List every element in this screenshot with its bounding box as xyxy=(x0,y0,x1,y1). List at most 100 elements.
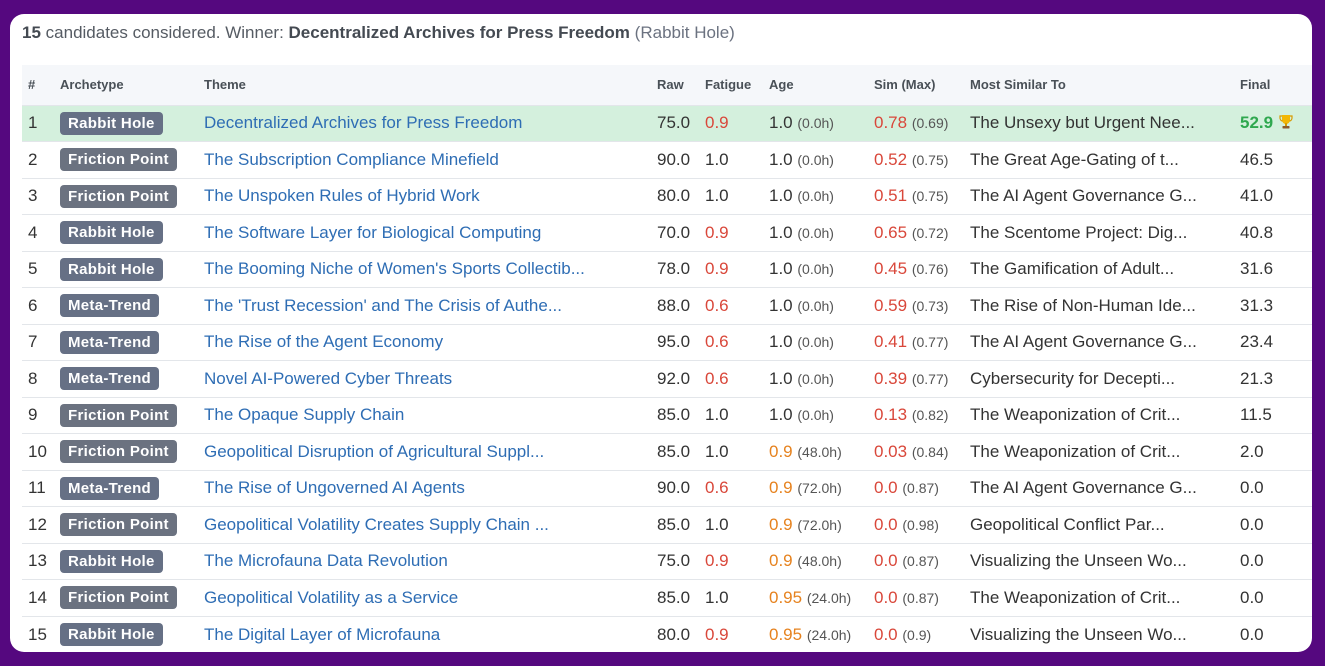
final-cell: 31.6 xyxy=(1234,251,1312,288)
archetype-cell: Friction Point xyxy=(54,434,198,471)
archetype-cell: Meta-Trend xyxy=(54,470,198,507)
most-similar: Visualizing the Unseen Wo... xyxy=(970,551,1187,571)
fatigue-value: 0.9 xyxy=(705,551,729,571)
row-number: 8 xyxy=(28,368,38,388)
results-card: 15 candidates considered. Winner: Decent… xyxy=(10,14,1312,652)
theme-link[interactable]: The Booming Niche of Women's Sports Coll… xyxy=(204,259,585,279)
theme-cell: The Rise of Ungoverned AI Agents xyxy=(198,470,651,507)
archetype-cell: Friction Point xyxy=(54,580,198,617)
archetype-badge: Friction Point xyxy=(60,513,177,537)
archetype-cell: Friction Point xyxy=(54,507,198,544)
age-value: 0.9 xyxy=(769,478,793,498)
sim-cell: 0.52 (0.75) xyxy=(868,142,964,179)
sim-max: (0.69) xyxy=(911,115,949,132)
sim-max: (0.76) xyxy=(911,261,949,278)
table-row[interactable]: 11 Meta-Trend The Rise of Ungoverned AI … xyxy=(22,470,1312,507)
most-similar: The Weaponization of Crit... xyxy=(970,587,1181,607)
final-score: 0.0 xyxy=(1240,478,1264,498)
sim-cell: 0.51 (0.75) xyxy=(868,178,964,215)
table-row[interactable]: 4 Rabbit Hole The Software Layer for Bio… xyxy=(22,214,1312,252)
winner-name: Decentralized Archives for Press Freedom xyxy=(288,23,630,42)
final-score: 52.9 xyxy=(1240,113,1274,133)
table-row[interactable]: 15 Rabbit Hole The Digital Layer of Micr… xyxy=(22,616,1312,652)
summary-line: 15 candidates considered. Winner: Decent… xyxy=(22,23,735,43)
archetype-badge: Meta-Trend xyxy=(60,294,160,318)
fatigue-value: 0.9 xyxy=(705,113,729,133)
final-cell: 0.0 xyxy=(1234,580,1312,617)
age-cell: 1.0 (0.0h) xyxy=(763,215,868,252)
theme-link[interactable]: Novel AI-Powered Cyber Threats xyxy=(204,368,453,388)
raw-score: 85.0 xyxy=(657,587,691,607)
final-cell: 0.0 xyxy=(1234,616,1312,652)
theme-link[interactable]: The Digital Layer of Microfauna xyxy=(204,624,441,644)
theme-link[interactable]: The 'Trust Recession' and The Crisis of … xyxy=(204,295,562,315)
col-header-fatigue: Fatigue xyxy=(705,77,752,93)
final-score: 0.0 xyxy=(1240,514,1264,534)
table-row[interactable]: 1 Rabbit Hole Decentralized Archives for… xyxy=(22,105,1312,142)
theme-link[interactable]: The Microfauna Data Revolution xyxy=(204,551,448,571)
theme-cell: The Booming Niche of Women's Sports Coll… xyxy=(198,251,651,288)
theme-link[interactable]: The Software Layer for Biological Comput… xyxy=(204,222,542,242)
col-header-num: # xyxy=(28,77,36,93)
theme-link[interactable]: Decentralized Archives for Press Freedom xyxy=(204,113,523,133)
row-number: 1 xyxy=(28,113,38,133)
theme-cell: Geopolitical Volatility Creates Supply C… xyxy=(198,507,651,544)
most-similar: Cybersecurity for Decepti... xyxy=(970,368,1176,388)
table-row[interactable]: 13 Rabbit Hole The Microfauna Data Revol… xyxy=(22,543,1312,580)
final-cell: 11.5 xyxy=(1234,397,1312,434)
col-header-sim: Sim (Max) xyxy=(874,77,936,93)
age-hours: (0.0h) xyxy=(797,297,834,314)
final-cell: 40.8 xyxy=(1234,215,1312,252)
age-hours: (24.0h) xyxy=(806,626,852,643)
age-cell: 1.0 (0.0h) xyxy=(763,397,868,434)
trophy-icon xyxy=(1279,115,1293,129)
sim-max: (0.77) xyxy=(911,370,949,387)
final-cell: 46.5 xyxy=(1234,142,1312,179)
table-row[interactable]: 5 Rabbit Hole The Booming Niche of Women… xyxy=(22,251,1312,288)
final-cell: 52.9 xyxy=(1234,105,1312,142)
theme-link[interactable]: The Unspoken Rules of Hybrid Work xyxy=(204,186,480,206)
sim-max: (0.82) xyxy=(911,407,949,424)
theme-link[interactable]: Geopolitical Volatility Creates Supply C… xyxy=(204,514,549,534)
table-row[interactable]: 10 Friction Point Geopolitical Disruptio… xyxy=(22,433,1312,471)
age-hours: (0.0h) xyxy=(797,188,834,205)
final-score: 46.5 xyxy=(1240,149,1274,169)
most-similar: The Scentome Project: Dig... xyxy=(970,222,1188,242)
table-row[interactable]: 6 Meta-Trend The 'Trust Recession' and T… xyxy=(22,287,1312,325)
table-row[interactable]: 12 Friction Point Geopolitical Volatilit… xyxy=(22,506,1312,544)
age-hours: (48.0h) xyxy=(797,553,842,570)
age-value: 0.9 xyxy=(769,551,793,571)
final-cell: 31.3 xyxy=(1234,288,1312,325)
theme-link[interactable]: The Opaque Supply Chain xyxy=(204,405,405,425)
theme-link[interactable]: Geopolitical Volatility as a Service xyxy=(204,587,459,607)
sim-max: (0.84) xyxy=(911,443,949,460)
sim-cell: 0.03 (0.84) xyxy=(868,434,964,471)
theme-link[interactable]: Geopolitical Disruption of Agricultural … xyxy=(204,441,545,461)
raw-score: 95.0 xyxy=(657,332,691,352)
table-row[interactable]: 8 Meta-Trend Novel AI-Powered Cyber Thre… xyxy=(22,360,1312,398)
theme-link[interactable]: The Rise of the Agent Economy xyxy=(204,332,444,352)
raw-score: 70.0 xyxy=(657,222,691,242)
age-value: 0.95 xyxy=(769,624,803,644)
row-number: 7 xyxy=(28,332,38,352)
theme-cell: The Software Layer for Biological Comput… xyxy=(198,215,651,252)
sim-value: 0.03 xyxy=(874,441,908,461)
most-similar: The Weaponization of Crit... xyxy=(970,441,1181,461)
theme-link[interactable]: The Rise of Ungoverned AI Agents xyxy=(204,478,465,498)
table-row[interactable]: 14 Friction Point Geopolitical Volatilit… xyxy=(22,579,1312,617)
table-row[interactable]: 2 Friction Point The Subscription Compli… xyxy=(22,141,1312,179)
archetype-badge: Friction Point xyxy=(60,586,177,610)
archetype-cell: Meta-Trend xyxy=(54,361,198,398)
age-value: 1.0 xyxy=(769,295,793,315)
age-cell: 1.0 (0.0h) xyxy=(763,324,868,361)
raw-score: 90.0 xyxy=(657,478,691,498)
sim-cell: 0.39 (0.77) xyxy=(868,361,964,398)
theme-cell: Geopolitical Disruption of Agricultural … xyxy=(198,434,651,471)
archetype-badge: Rabbit Hole xyxy=(60,111,163,135)
final-cell: 21.3 xyxy=(1234,361,1312,398)
table-row[interactable]: 9 Friction Point The Opaque Supply Chain… xyxy=(22,397,1312,434)
theme-link[interactable]: The Subscription Compliance Minefield xyxy=(204,149,499,169)
table-row[interactable]: 7 Meta-Trend The Rise of the Agent Econo… xyxy=(22,324,1312,361)
table-row[interactable]: 3 Friction Point The Unspoken Rules of H… xyxy=(22,178,1312,215)
sim-max: (0.75) xyxy=(911,188,949,205)
